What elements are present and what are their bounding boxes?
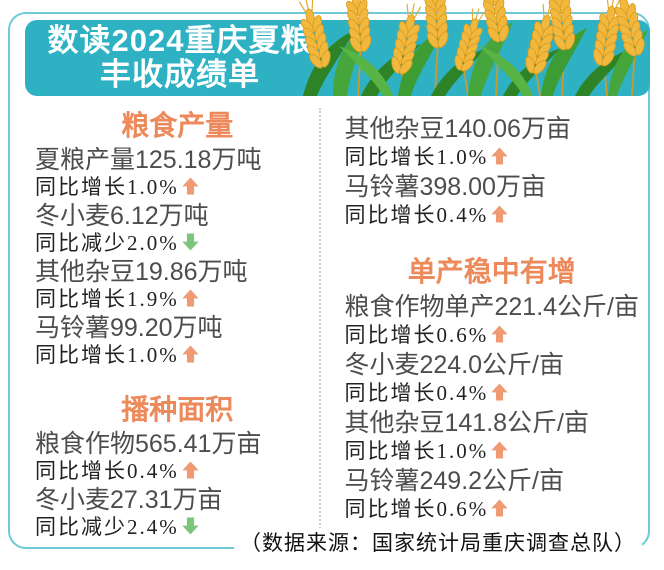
- stat-delta: 同比减少2.0%: [35, 228, 319, 256]
- stat-delta: 同比增长1.0%: [35, 172, 319, 200]
- stat-value: 其他杂豆141.8公斤/亩: [344, 408, 589, 437]
- stat-delta: 同比增长1.0%: [344, 435, 639, 464]
- stat-delta: 同比增长0.4%: [344, 377, 639, 406]
- section-heading: 单产稳中有增: [407, 256, 576, 287]
- stat-value: 粮食作物单产221.4公斤/亩: [344, 292, 639, 321]
- title-line-2: 丰收成绩单: [100, 57, 260, 92]
- stat-delta: 同比增长1.0%: [35, 340, 319, 368]
- stat-delta: 同比增长0.6%: [344, 319, 639, 348]
- delta-text: 同比增长1.9%: [35, 287, 179, 311]
- section-heading: 粮食产量: [121, 110, 234, 141]
- stat-value: 其他杂豆140.06万亩: [344, 114, 571, 143]
- increase-arrow-icon: [491, 383, 508, 400]
- increase-arrow-icon: [491, 441, 508, 458]
- stat-value: 马铃薯398.00万亩: [344, 172, 546, 201]
- stat-delta: 同比增长0.6%: [344, 493, 639, 522]
- delta-text: 同比减少2.4%: [35, 515, 179, 539]
- stat-delta: 同比增长1.9%: [35, 284, 319, 312]
- header-banner: 数读2024重庆夏粮 丰收成绩单: [25, 0, 651, 97]
- increase-arrow-icon: [491, 147, 508, 164]
- stats-content: 粮食产量 夏粮产量125.18万吨 同比增长1.0% 冬小麦6.12万吨 同比减少2.0…: [25, 108, 639, 540]
- stats-column-right: 其他杂豆140.06万亩 同比增长1.0% 马铃薯398.00万亩 同比增长0.4% 单…: [321, 108, 639, 522]
- increase-arrow-icon: [182, 289, 199, 307]
- page-title: 数读2024重庆夏粮 丰收成绩单: [35, 24, 325, 92]
- delta-text: 同比增长1.0%: [344, 438, 489, 463]
- stat-delta: 同比减少2.4%: [35, 512, 319, 540]
- stat-delta: 同比增长0.4%: [35, 456, 319, 484]
- delta-text: 同比增长0.6%: [344, 322, 489, 347]
- increase-arrow-icon: [491, 499, 508, 516]
- delta-text: 同比增长1.0%: [35, 175, 179, 199]
- increase-arrow-icon: [182, 345, 199, 363]
- delta-text: 同比增长0.4%: [344, 202, 489, 227]
- increase-arrow-icon: [491, 205, 508, 222]
- stat-value: 夏粮产量125.18万吨: [35, 146, 262, 174]
- delta-text: 同比减少2.0%: [35, 231, 179, 255]
- decrease-arrow-icon: [182, 517, 199, 535]
- data-source: （数据来源：国家统计局重庆调查总队）: [234, 528, 642, 558]
- stat-value: 冬小麦27.31万亩: [35, 486, 223, 514]
- stat-value: 冬小麦6.12万吨: [35, 202, 209, 230]
- increase-arrow-icon: [182, 461, 199, 479]
- stat-value: 冬小麦224.0公斤/亩: [344, 350, 564, 379]
- stat-value: 马铃薯99.20万吨: [35, 314, 223, 342]
- stat-delta: 同比增长0.4%: [344, 199, 639, 228]
- stat-delta: 同比增长1.0%: [344, 141, 639, 170]
- stat-value: 粮食作物565.41万亩: [35, 430, 262, 458]
- increase-arrow-icon: [182, 177, 199, 195]
- delta-text: 同比增长1.0%: [35, 343, 179, 367]
- section-heading: 播种面积: [121, 394, 234, 425]
- delta-text: 同比增长0.4%: [35, 459, 179, 483]
- delta-text: 同比增长1.0%: [344, 144, 489, 169]
- stats-column-left: 粮食产量 夏粮产量125.18万吨 同比增长1.0% 冬小麦6.12万吨 同比减少2.0…: [25, 108, 322, 540]
- title-line-1: 数读2024重庆夏粮: [47, 23, 313, 58]
- delta-text: 同比增长0.4%: [344, 380, 489, 405]
- wheat-illustration: [292, 0, 651, 97]
- stat-value: 马铃薯249.2公斤/亩: [344, 466, 564, 495]
- decrease-arrow-icon: [182, 233, 199, 251]
- stat-value: 其他杂豆19.86万吨: [35, 258, 248, 286]
- delta-text: 同比增长0.6%: [344, 496, 489, 521]
- increase-arrow-icon: [491, 325, 508, 342]
